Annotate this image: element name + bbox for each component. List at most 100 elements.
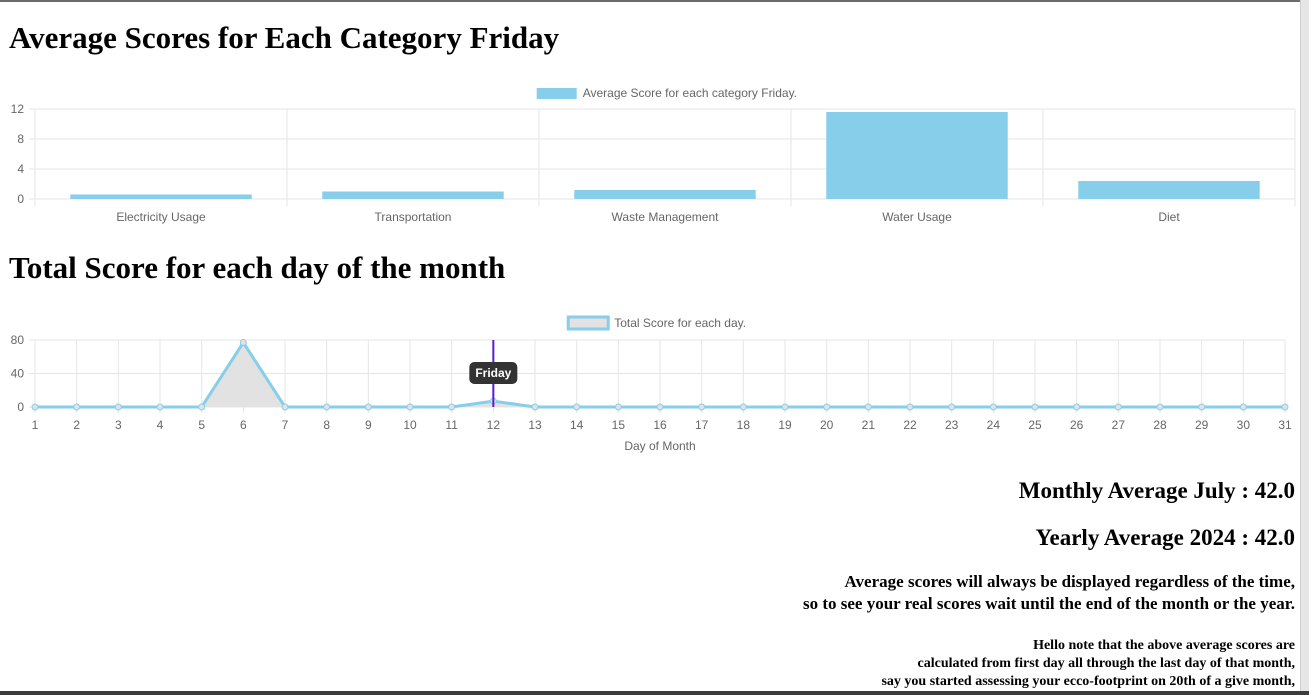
x-tick-label: 8 bbox=[323, 418, 330, 432]
info-note: Average scores will always be displayed … bbox=[803, 571, 1295, 615]
legend-swatch bbox=[536, 88, 577, 99]
x-tick-label: 31 bbox=[1278, 418, 1292, 432]
category-label: Transportation bbox=[375, 210, 452, 224]
yearly-average: Yearly Average 2024 : 42.0 bbox=[1035, 525, 1295, 550]
x-tick-label: 23 bbox=[945, 418, 959, 432]
data-point bbox=[323, 403, 331, 411]
y-tick-label: 8 bbox=[17, 132, 24, 146]
bar bbox=[322, 191, 504, 199]
x-tick-label: 25 bbox=[1028, 418, 1042, 432]
x-axis-title: Day of Month bbox=[624, 439, 695, 453]
data-point bbox=[656, 403, 664, 411]
category-label: Diet bbox=[1158, 210, 1180, 224]
category-label: Electricity Usage bbox=[116, 210, 206, 224]
x-tick-label: 26 bbox=[1070, 418, 1084, 432]
y-tick-label: 0 bbox=[17, 400, 24, 414]
data-point bbox=[614, 403, 622, 411]
x-tick-label: 3 bbox=[115, 418, 122, 432]
y-tick-label: 0 bbox=[17, 192, 24, 206]
data-point bbox=[1114, 403, 1122, 411]
data-point bbox=[989, 403, 997, 411]
x-tick-label: 12 bbox=[487, 418, 501, 432]
data-point bbox=[364, 403, 372, 411]
data-point bbox=[864, 403, 872, 411]
x-tick-label: 21 bbox=[862, 418, 876, 432]
x-tick-label: 19 bbox=[778, 418, 792, 432]
data-point bbox=[239, 339, 247, 347]
x-tick-label: 14 bbox=[570, 418, 584, 432]
data-point bbox=[406, 403, 414, 411]
data-point bbox=[906, 403, 914, 411]
x-tick-label: 1 bbox=[32, 418, 39, 432]
data-point bbox=[31, 403, 39, 411]
data-point bbox=[156, 403, 164, 411]
hello-note-line: say you started assessing your ecco-foot… bbox=[881, 674, 1295, 689]
data-point bbox=[823, 403, 831, 411]
tooltip-box bbox=[469, 362, 518, 384]
hello-note-line: Hello note that the above average scores… bbox=[1033, 638, 1295, 653]
x-tick-label: 6 bbox=[240, 418, 247, 432]
monthly-average: Monthly Average July : 42.0 bbox=[1018, 478, 1295, 503]
data-point bbox=[1156, 403, 1164, 411]
x-tick-label: 7 bbox=[282, 418, 289, 432]
bar bbox=[826, 112, 1008, 199]
x-tick-label: 9 bbox=[365, 418, 372, 432]
category-chart-heading: Average Scores for Each Category Friday bbox=[9, 20, 560, 55]
category-label: Waste Management bbox=[612, 210, 720, 224]
data-point bbox=[1073, 403, 1081, 411]
x-tick-label: 13 bbox=[528, 418, 542, 432]
x-tick-label: 29 bbox=[1195, 418, 1209, 432]
data-point bbox=[448, 403, 456, 411]
x-tick-label: 16 bbox=[653, 418, 667, 432]
hello-note-line: calculated from first day all through th… bbox=[917, 656, 1295, 671]
data-point bbox=[531, 403, 539, 411]
data-point bbox=[739, 403, 747, 411]
x-tick-label: 20 bbox=[820, 418, 834, 432]
window-bottom-border bbox=[0, 691, 1309, 695]
legend-label: Total Score for each day. bbox=[614, 316, 746, 330]
data-point bbox=[73, 403, 81, 411]
bar bbox=[574, 190, 756, 199]
data-point bbox=[781, 403, 789, 411]
vertical-scrollbar[interactable] bbox=[1300, 0, 1309, 695]
x-tick-label: 11 bbox=[445, 418, 458, 432]
x-tick-label: 18 bbox=[737, 418, 751, 432]
data-point bbox=[1281, 403, 1289, 411]
window-top-border bbox=[0, 0, 1309, 2]
data-point bbox=[1239, 403, 1247, 411]
bar bbox=[1078, 181, 1260, 199]
x-tick-label: 5 bbox=[198, 418, 205, 432]
x-tick-label: 24 bbox=[987, 418, 1001, 432]
x-tick-label: 30 bbox=[1237, 418, 1251, 432]
y-tick-label: 12 bbox=[11, 102, 25, 116]
legend-label: Average Score for each category Friday. bbox=[583, 86, 797, 100]
x-tick-label: 27 bbox=[1112, 418, 1126, 432]
daily-chart-heading: Total Score for each day of the month bbox=[9, 250, 506, 285]
info-note-line: so to see your real scores wait until th… bbox=[802, 594, 1295, 613]
data-point bbox=[948, 403, 956, 411]
y-tick-label: 4 bbox=[17, 162, 24, 176]
info-note-line: Average scores will always be displayed … bbox=[844, 572, 1295, 591]
x-tick-label: 4 bbox=[157, 418, 164, 432]
x-tick-label: 22 bbox=[903, 418, 917, 432]
data-point bbox=[281, 403, 289, 411]
legend-swatch bbox=[566, 315, 610, 331]
tooltip-label: Friday bbox=[475, 366, 511, 380]
y-tick-label: 40 bbox=[11, 367, 25, 381]
x-tick-label: 15 bbox=[612, 418, 626, 432]
x-tick-label: 17 bbox=[695, 418, 709, 432]
category-label: Water Usage bbox=[882, 210, 952, 224]
x-tick-label: 2 bbox=[73, 418, 80, 432]
data-point bbox=[1031, 403, 1039, 411]
hello-note: Hello note that the above average scores… bbox=[881, 637, 1295, 691]
data-point bbox=[698, 403, 706, 411]
category-bar-chart: Average Score for each category Friday. 0… bbox=[11, 86, 1296, 224]
bar bbox=[70, 194, 252, 199]
x-tick-label: 10 bbox=[403, 418, 417, 432]
data-point bbox=[1198, 403, 1206, 411]
data-point bbox=[573, 403, 581, 411]
data-point bbox=[114, 403, 122, 411]
x-tick-label: 28 bbox=[1153, 418, 1167, 432]
y-tick-label: 80 bbox=[11, 333, 25, 347]
